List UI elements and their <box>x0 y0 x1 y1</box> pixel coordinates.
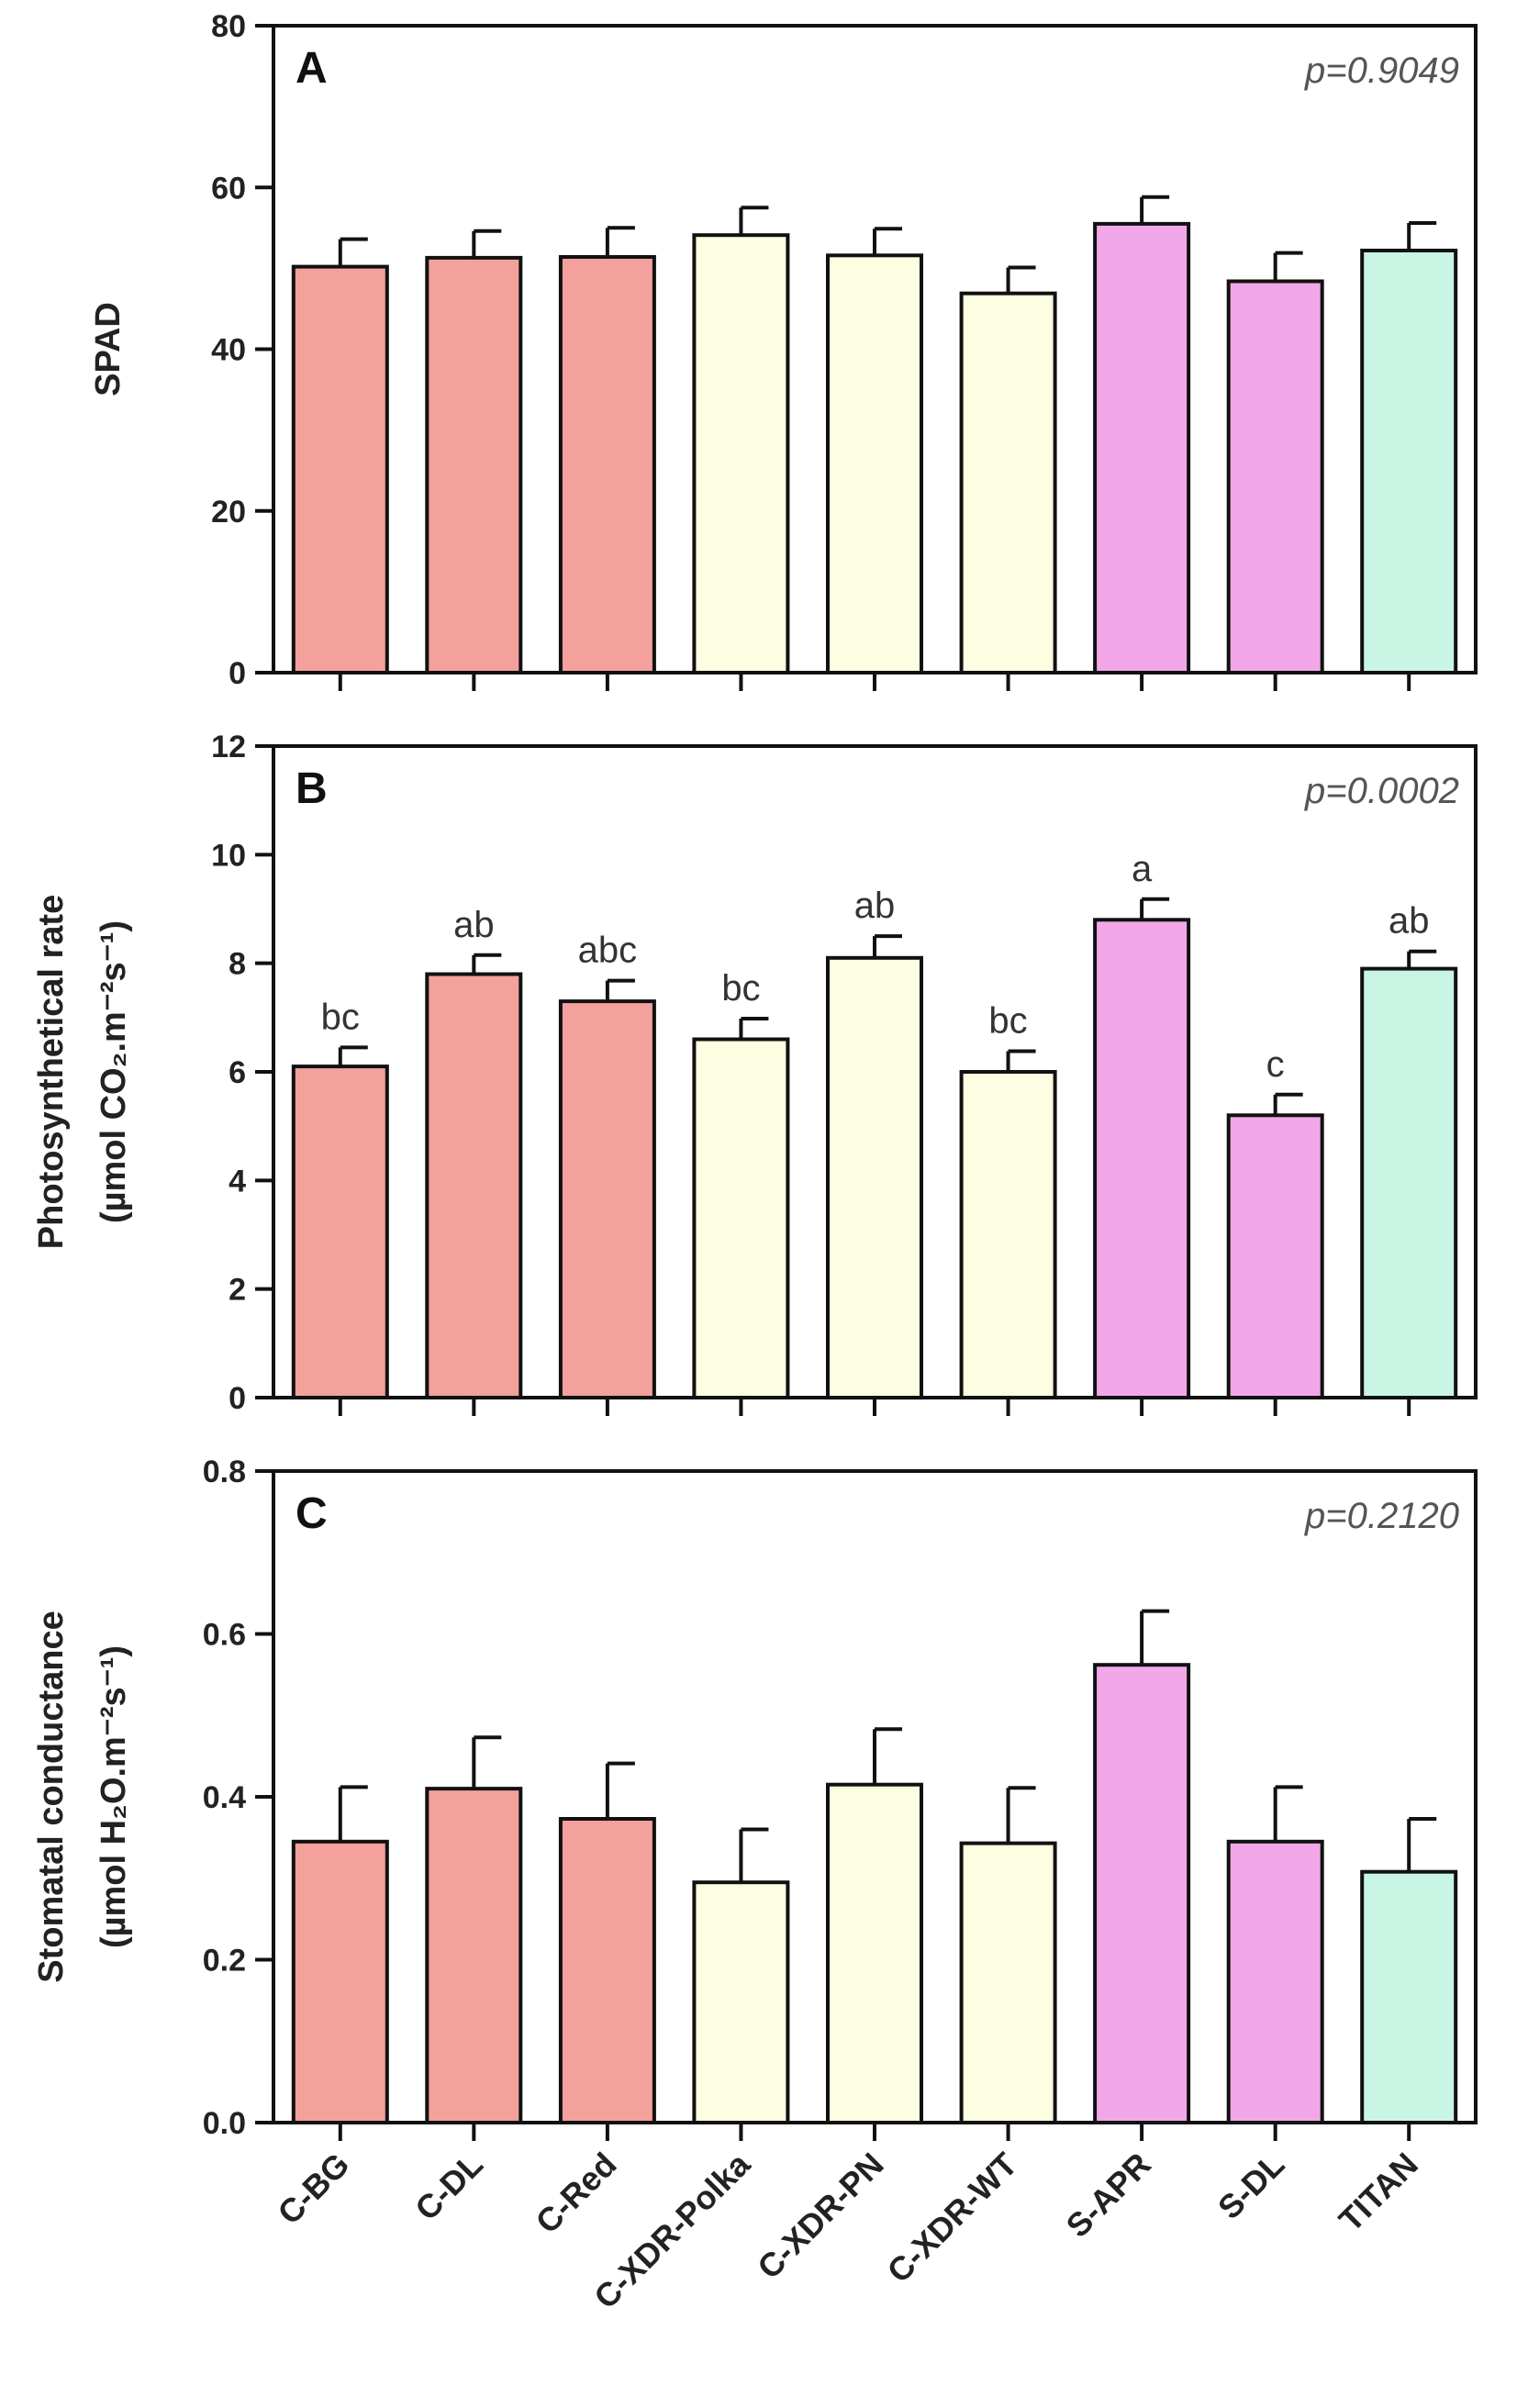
y-tick-label: 0.8 <box>203 1455 246 1489</box>
y-tick-label: 8 <box>229 947 246 982</box>
y-axis-label: SPAD <box>89 302 128 396</box>
panel-letter: C <box>296 1489 328 1538</box>
p-value: p=0.0002 <box>1304 771 1459 811</box>
bar-b-s-dl <box>1226 1113 1324 1400</box>
p-value: p=0.2120 <box>1304 1496 1459 1536</box>
bar-c-c-bg <box>291 1839 389 2125</box>
significance-letter: a <box>1132 849 1153 889</box>
category-label: C-BG <box>270 2146 356 2232</box>
significance-letter: ab <box>453 905 495 945</box>
significance-letter: ab <box>1389 901 1430 942</box>
bar-a-c-xdr-polka <box>692 233 790 674</box>
y-axis-label: Stomatal conductance <box>32 1611 71 1982</box>
bar-b-c-bg <box>291 1065 389 1399</box>
bar-b-s-apr <box>1093 918 1191 1399</box>
significance-letter: abc <box>578 931 638 971</box>
y-tick-label: 6 <box>229 1055 246 1090</box>
y-tick-label: 0.0 <box>203 2106 246 2141</box>
bar-a-titan <box>1360 249 1458 674</box>
bar-c-titan <box>1360 1869 1458 2124</box>
y-tick-label: 0.4 <box>203 1780 246 1815</box>
panel-c: 0.0 0.2 0.4 0.6 0.8 C p=0.2120 Stomatal conduct… <box>32 1455 1478 2141</box>
bar-c-c-xdr-polka <box>692 1880 790 2124</box>
bar-b-c-xdr-polka <box>692 1037 790 1399</box>
y-axis-label: (µmol H₂O.m⁻²s⁻¹) <box>95 1645 133 1948</box>
bar-c-c-red <box>558 1817 656 2124</box>
bar-a-s-apr <box>1093 221 1191 674</box>
bar-b-c-xdr-wt <box>959 1070 1057 1399</box>
category-label: C-XDR-WT <box>880 2146 1025 2291</box>
y-tick-label: 4 <box>229 1164 246 1198</box>
y-tick-label: 10 <box>211 838 246 873</box>
y-tick-label: 0.6 <box>203 1618 246 1653</box>
panel-b: bc ab abc bc ab bc a c ab 0 2 4 6 8 10 12 B p=0.0002 Photo… <box>32 730 1478 1416</box>
category-label: S-DL <box>1210 2146 1291 2226</box>
category-label: S-APR <box>1059 2146 1158 2245</box>
bar-c-c-xdr-pn <box>826 1782 923 2124</box>
bar-a-c-xdr-wt <box>959 291 1057 674</box>
significance-letter: bc <box>321 997 360 1037</box>
category-label: TITAN <box>1332 2146 1425 2239</box>
bar-c-s-apr <box>1093 1663 1191 2124</box>
bar-a-c-xdr-pn <box>826 253 923 674</box>
bar-c-c-xdr-wt <box>959 1841 1057 2124</box>
significance-letter: bc <box>988 1001 1027 1042</box>
y-tick-label: 12 <box>211 730 246 764</box>
y-tick-label: 40 <box>211 333 246 368</box>
bar-b-c-dl <box>425 972 523 1399</box>
y-axis-label: Photosynthetical rate <box>32 895 71 1249</box>
significance-letter: ab <box>854 886 896 926</box>
bar-b-c-red <box>558 999 656 1399</box>
category-label: C-Red <box>529 2146 624 2241</box>
y-tick-label: 60 <box>211 171 246 206</box>
y-tick-label: 20 <box>211 495 246 530</box>
bar-a-s-dl <box>1226 279 1324 674</box>
panel-letter: B <box>296 764 328 813</box>
bar-c-s-dl <box>1226 1839 1324 2125</box>
panel-letter: A <box>296 44 328 93</box>
y-axis-label: (µmol CO₂.m⁻²s⁻¹) <box>95 920 133 1223</box>
y-tick-label: 0.2 <box>203 1944 246 1979</box>
category-label: C-XDR-PN <box>750 2146 890 2286</box>
y-tick-label: 80 <box>211 9 246 44</box>
y-tick-label: 0 <box>229 1381 246 1416</box>
category-label: C-DL <box>407 2146 490 2228</box>
bar-a-c-red <box>558 255 656 674</box>
significance-letter: c <box>1266 1044 1285 1085</box>
y-tick-label: 2 <box>229 1273 246 1308</box>
significance-letter: bc <box>721 968 760 1009</box>
bar-b-titan <box>1360 966 1458 1399</box>
bar-a-c-dl <box>425 255 523 674</box>
bar-c-c-dl <box>425 1787 523 2124</box>
p-value: p=0.9049 <box>1304 50 1459 91</box>
bar-a-c-bg <box>291 264 389 674</box>
y-tick-label: 0 <box>229 656 246 691</box>
panel-a: 0 20 40 60 80 A p=0.9049 SPAD <box>89 9 1478 691</box>
bar-b-c-xdr-pn <box>826 955 923 1400</box>
